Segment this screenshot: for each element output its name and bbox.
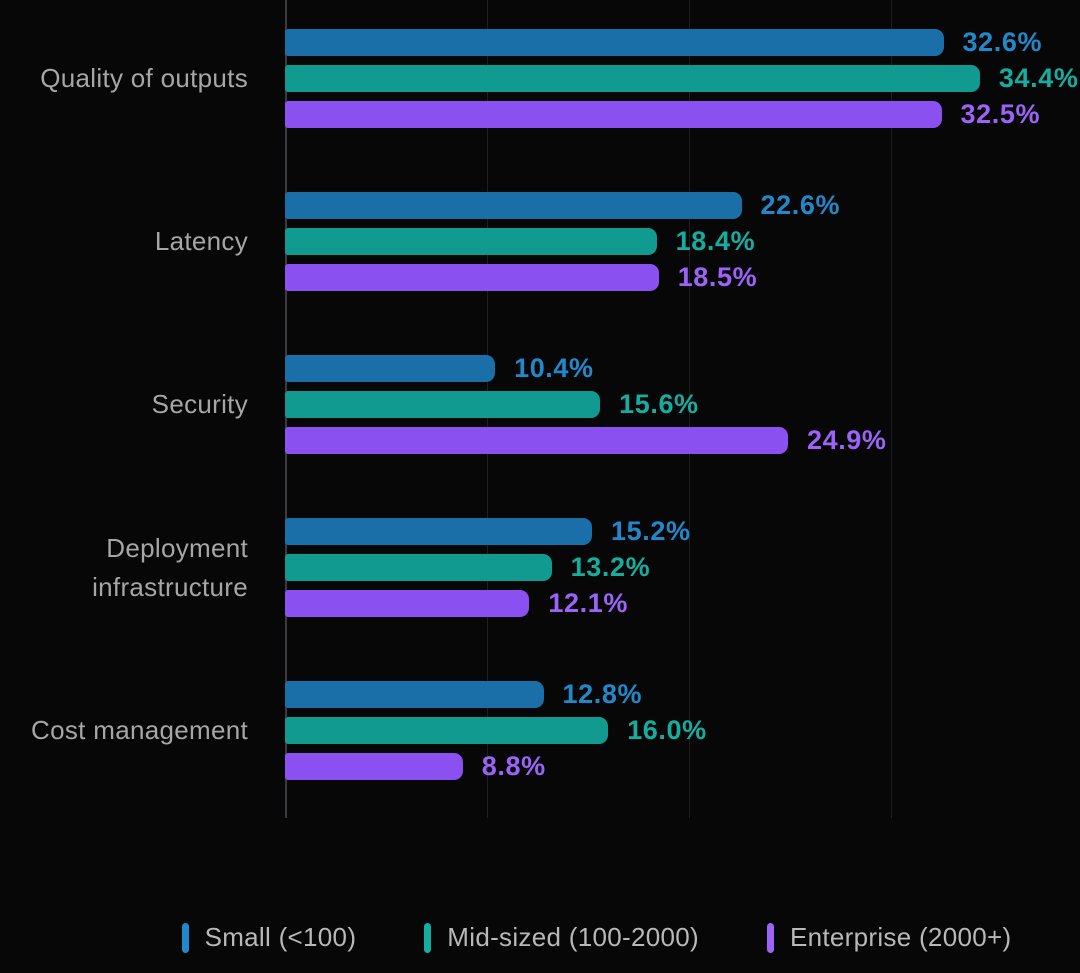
bar-row: 34.4% — [285, 63, 1080, 93]
value-label: 22.6% — [760, 190, 841, 220]
legend-label: Small (<100) — [204, 922, 357, 952]
category-group: Deployment infrastructure 15.2% 13.2% 12.1% — [0, 516, 1080, 618]
legend-marker-icon — [181, 922, 189, 953]
gridline-20 — [689, 0, 690, 818]
value-label: 15.2% — [611, 516, 691, 546]
legend-item-2: Enterprise (2000+) — [766, 922, 1012, 953]
bar-series-0 — [285, 29, 944, 56]
category-group: Cost management 12.8% 16.0% 8.8% — [0, 679, 1080, 781]
bar-series-2 — [285, 427, 788, 454]
value-label: 32.6% — [962, 27, 1043, 57]
bar-row: 22.6% — [285, 190, 1080, 220]
legend-item-1: Mid-sized (100-2000) — [424, 922, 699, 953]
bar-series-0 — [285, 192, 742, 219]
legend-label: Enterprise (2000+) — [789, 922, 1012, 952]
bar-row: 24.9% — [285, 425, 1080, 455]
category-label: Deployment infrastructure — [92, 532, 248, 602]
bar-row: 18.4% — [285, 226, 1080, 256]
bars-cell: 22.6% 18.4% 18.5% — [285, 190, 1080, 292]
bar-row: 15.6% — [285, 389, 1080, 419]
category-group: Latency 22.6% 18.4% 18.5% — [0, 190, 1080, 292]
legend-marker-icon — [424, 922, 432, 953]
bar-series-0 — [285, 355, 496, 382]
bar-series-2 — [285, 590, 530, 617]
bars-cell: 10.4% 15.6% 24.9% — [285, 353, 1080, 455]
bar-row: 12.8% — [285, 679, 1080, 709]
category-group: Security 10.4% 15.6% 24.9% — [0, 353, 1080, 455]
legend: Small (<100) Mid-sized (100-2000) Enterpri… — [113, 922, 1080, 953]
bar-row: 12.1% — [285, 588, 1080, 618]
value-label: 32.5% — [960, 99, 1041, 129]
value-label: 13.2% — [570, 552, 651, 582]
bar-row: 10.4% — [285, 353, 1080, 383]
bar-row: 16.0% — [285, 715, 1080, 745]
value-label: 18.5% — [677, 262, 758, 292]
bar-series-1 — [285, 228, 657, 255]
legend-item-0: Small (<100) — [181, 922, 357, 953]
bar-series-1 — [285, 65, 980, 92]
bars-cell: 32.6% 34.4% 32.5% — [285, 27, 1080, 129]
bar-row: 13.2% — [285, 552, 1080, 582]
value-label: 16.0% — [627, 715, 707, 745]
bars-cell: 15.2% 13.2% 12.1% — [285, 516, 1080, 618]
value-label: 12.1% — [548, 588, 628, 618]
legend-marker-icon — [766, 922, 774, 953]
value-label: 18.4% — [675, 226, 756, 256]
bar-row: 32.5% — [285, 99, 1080, 129]
category-group: Quality of outputs 32.6% 34.4% 32.5% — [0, 27, 1080, 129]
bar-series-1 — [285, 391, 601, 418]
bars-cell: 12.8% 16.0% 8.8% — [285, 679, 1080, 781]
bar-series-1 — [285, 717, 609, 744]
category-label: Quality of outputs — [40, 63, 248, 93]
bar-row: 32.6% — [285, 27, 1080, 57]
category-label: Security — [151, 389, 248, 419]
bar-row: 8.8% — [285, 751, 1080, 781]
value-label: 34.4% — [998, 63, 1079, 93]
bar-row: 15.2% — [285, 516, 1080, 546]
bar-series-2 — [285, 101, 942, 128]
value-label: 8.8% — [481, 751, 546, 781]
category-label: Cost management — [31, 715, 248, 745]
bar-series-0 — [285, 681, 544, 708]
bar-series-0 — [285, 518, 593, 545]
bar-groups: Quality of outputs 32.6% 34.4% 32.5% Latency… — [0, 27, 1080, 781]
category-label: Latency — [154, 226, 248, 256]
legend-label: Mid-sized (100-2000) — [447, 922, 699, 952]
bar-series-2 — [285, 264, 659, 291]
plot-area: Quality of outputs 32.6% 34.4% 32.5% Latency… — [0, 0, 1080, 818]
bar-series-2 — [285, 753, 463, 780]
value-label: 24.9% — [806, 425, 887, 455]
value-label: 12.8% — [562, 679, 643, 709]
value-label: 15.6% — [619, 389, 699, 419]
value-label: 10.4% — [514, 353, 594, 383]
bar-row: 18.5% — [285, 262, 1080, 292]
gridline-30 — [891, 0, 892, 818]
bar-series-1 — [285, 554, 552, 581]
